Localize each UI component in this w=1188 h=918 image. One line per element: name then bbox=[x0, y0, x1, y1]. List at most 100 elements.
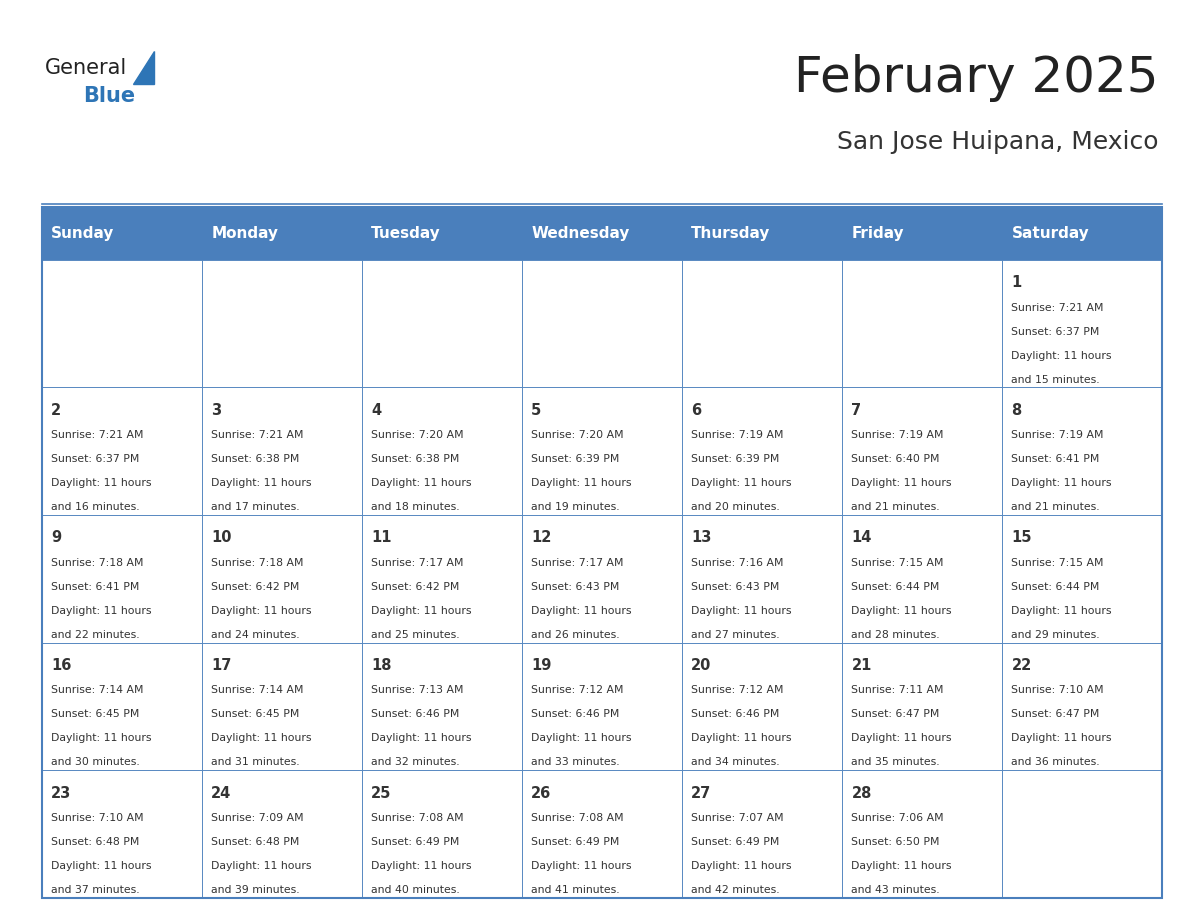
Text: Daylight: 11 hours: Daylight: 11 hours bbox=[691, 478, 792, 488]
Text: Daylight: 11 hours: Daylight: 11 hours bbox=[51, 478, 152, 488]
Bar bbox=[842, 387, 1001, 515]
Text: Sunrise: 7:21 AM: Sunrise: 7:21 AM bbox=[211, 431, 304, 440]
Text: Daylight: 11 hours: Daylight: 11 hours bbox=[51, 861, 152, 871]
Text: 23: 23 bbox=[51, 786, 71, 800]
Bar bbox=[361, 387, 522, 515]
Text: and 18 minutes.: and 18 minutes. bbox=[372, 502, 460, 512]
Bar bbox=[682, 387, 842, 515]
Text: Sunset: 6:49 PM: Sunset: 6:49 PM bbox=[372, 837, 460, 847]
Text: Sunrise: 7:19 AM: Sunrise: 7:19 AM bbox=[852, 431, 944, 440]
Text: and 17 minutes.: and 17 minutes. bbox=[211, 502, 299, 512]
Text: 21: 21 bbox=[852, 658, 872, 673]
Text: 26: 26 bbox=[531, 786, 551, 800]
Bar bbox=[202, 770, 361, 898]
Text: and 29 minutes.: and 29 minutes. bbox=[1011, 630, 1100, 640]
Text: Daylight: 11 hours: Daylight: 11 hours bbox=[211, 733, 311, 744]
Bar bbox=[42, 387, 202, 515]
Text: and 24 minutes.: and 24 minutes. bbox=[211, 630, 299, 640]
Bar bbox=[842, 515, 1001, 643]
Text: Daylight: 11 hours: Daylight: 11 hours bbox=[51, 733, 152, 744]
Text: and 30 minutes.: and 30 minutes. bbox=[51, 757, 140, 767]
Text: Sunrise: 7:17 AM: Sunrise: 7:17 AM bbox=[531, 558, 624, 567]
Bar bbox=[361, 770, 522, 898]
Text: Monday: Monday bbox=[211, 226, 278, 241]
Bar bbox=[1001, 643, 1162, 770]
Text: Thursday: Thursday bbox=[691, 226, 771, 241]
Bar bbox=[1001, 260, 1162, 387]
Bar bbox=[361, 643, 522, 770]
Text: Sunset: 6:41 PM: Sunset: 6:41 PM bbox=[51, 582, 139, 592]
Text: Sunrise: 7:10 AM: Sunrise: 7:10 AM bbox=[1011, 686, 1104, 695]
Text: Sunset: 6:42 PM: Sunset: 6:42 PM bbox=[211, 582, 299, 592]
Text: Sunrise: 7:10 AM: Sunrise: 7:10 AM bbox=[51, 813, 144, 823]
Text: Sunset: 6:41 PM: Sunset: 6:41 PM bbox=[1011, 454, 1100, 465]
Bar bbox=[42, 515, 202, 643]
Bar bbox=[42, 207, 202, 260]
Text: Sunrise: 7:20 AM: Sunrise: 7:20 AM bbox=[372, 431, 463, 440]
Bar bbox=[682, 515, 842, 643]
Text: Sunrise: 7:11 AM: Sunrise: 7:11 AM bbox=[852, 686, 944, 695]
Text: Sunset: 6:45 PM: Sunset: 6:45 PM bbox=[51, 710, 139, 720]
Text: Sunset: 6:48 PM: Sunset: 6:48 PM bbox=[51, 837, 139, 847]
Text: Tuesday: Tuesday bbox=[372, 226, 441, 241]
Text: Daylight: 11 hours: Daylight: 11 hours bbox=[211, 861, 311, 871]
Text: Daylight: 11 hours: Daylight: 11 hours bbox=[211, 606, 311, 616]
Text: and 32 minutes.: and 32 minutes. bbox=[372, 757, 460, 767]
Bar bbox=[1001, 387, 1162, 515]
Bar bbox=[42, 207, 1162, 260]
Text: Daylight: 11 hours: Daylight: 11 hours bbox=[51, 606, 152, 616]
Text: Sunrise: 7:08 AM: Sunrise: 7:08 AM bbox=[531, 813, 624, 823]
Bar bbox=[42, 643, 202, 770]
Text: Daylight: 11 hours: Daylight: 11 hours bbox=[531, 478, 632, 488]
Text: 14: 14 bbox=[852, 531, 872, 545]
Bar bbox=[1001, 770, 1162, 898]
Text: Sunset: 6:48 PM: Sunset: 6:48 PM bbox=[211, 837, 299, 847]
Bar bbox=[522, 770, 682, 898]
Text: 16: 16 bbox=[51, 658, 71, 673]
Bar bbox=[842, 770, 1001, 898]
Bar bbox=[42, 770, 202, 898]
Bar bbox=[1001, 207, 1162, 260]
Text: Sunset: 6:49 PM: Sunset: 6:49 PM bbox=[531, 837, 620, 847]
Text: Sunrise: 7:14 AM: Sunrise: 7:14 AM bbox=[211, 686, 304, 695]
Text: Sunrise: 7:15 AM: Sunrise: 7:15 AM bbox=[852, 558, 944, 567]
Text: Sunset: 6:38 PM: Sunset: 6:38 PM bbox=[211, 454, 299, 465]
Text: Sunset: 6:39 PM: Sunset: 6:39 PM bbox=[531, 454, 620, 465]
Text: 27: 27 bbox=[691, 786, 712, 800]
Text: and 31 minutes.: and 31 minutes. bbox=[211, 757, 299, 767]
Text: Sunset: 6:45 PM: Sunset: 6:45 PM bbox=[211, 710, 299, 720]
Text: Daylight: 11 hours: Daylight: 11 hours bbox=[852, 861, 952, 871]
Text: and 33 minutes.: and 33 minutes. bbox=[531, 757, 620, 767]
Text: Sunset: 6:46 PM: Sunset: 6:46 PM bbox=[691, 710, 779, 720]
Text: Daylight: 11 hours: Daylight: 11 hours bbox=[1011, 733, 1112, 744]
Bar bbox=[682, 643, 842, 770]
Text: Sunrise: 7:18 AM: Sunrise: 7:18 AM bbox=[51, 558, 144, 567]
Text: Daylight: 11 hours: Daylight: 11 hours bbox=[531, 733, 632, 744]
Text: Sunset: 6:50 PM: Sunset: 6:50 PM bbox=[852, 837, 940, 847]
Text: Daylight: 11 hours: Daylight: 11 hours bbox=[852, 478, 952, 488]
Text: 17: 17 bbox=[211, 658, 232, 673]
Text: Sunrise: 7:18 AM: Sunrise: 7:18 AM bbox=[211, 558, 304, 567]
Text: Daylight: 11 hours: Daylight: 11 hours bbox=[691, 733, 792, 744]
Bar bbox=[202, 207, 361, 260]
Text: Sunday: Sunday bbox=[51, 226, 114, 241]
Text: and 22 minutes.: and 22 minutes. bbox=[51, 630, 140, 640]
Text: February 2025: February 2025 bbox=[794, 54, 1158, 102]
Text: Sunrise: 7:21 AM: Sunrise: 7:21 AM bbox=[51, 431, 144, 440]
Text: Sunrise: 7:08 AM: Sunrise: 7:08 AM bbox=[372, 813, 463, 823]
Text: Wednesday: Wednesday bbox=[531, 226, 630, 241]
Text: San Jose Huipana, Mexico: San Jose Huipana, Mexico bbox=[836, 130, 1158, 154]
Bar bbox=[682, 207, 842, 260]
Text: and 26 minutes.: and 26 minutes. bbox=[531, 630, 620, 640]
Text: Sunset: 6:46 PM: Sunset: 6:46 PM bbox=[372, 710, 460, 720]
Text: Sunrise: 7:12 AM: Sunrise: 7:12 AM bbox=[691, 686, 784, 695]
Text: 3: 3 bbox=[211, 403, 221, 418]
Text: Sunrise: 7:20 AM: Sunrise: 7:20 AM bbox=[531, 431, 624, 440]
Text: Sunrise: 7:17 AM: Sunrise: 7:17 AM bbox=[372, 558, 463, 567]
Bar bbox=[682, 260, 842, 387]
Bar bbox=[522, 515, 682, 643]
Bar bbox=[202, 643, 361, 770]
Bar bbox=[842, 207, 1001, 260]
Text: Sunrise: 7:13 AM: Sunrise: 7:13 AM bbox=[372, 686, 463, 695]
Bar bbox=[202, 387, 361, 515]
